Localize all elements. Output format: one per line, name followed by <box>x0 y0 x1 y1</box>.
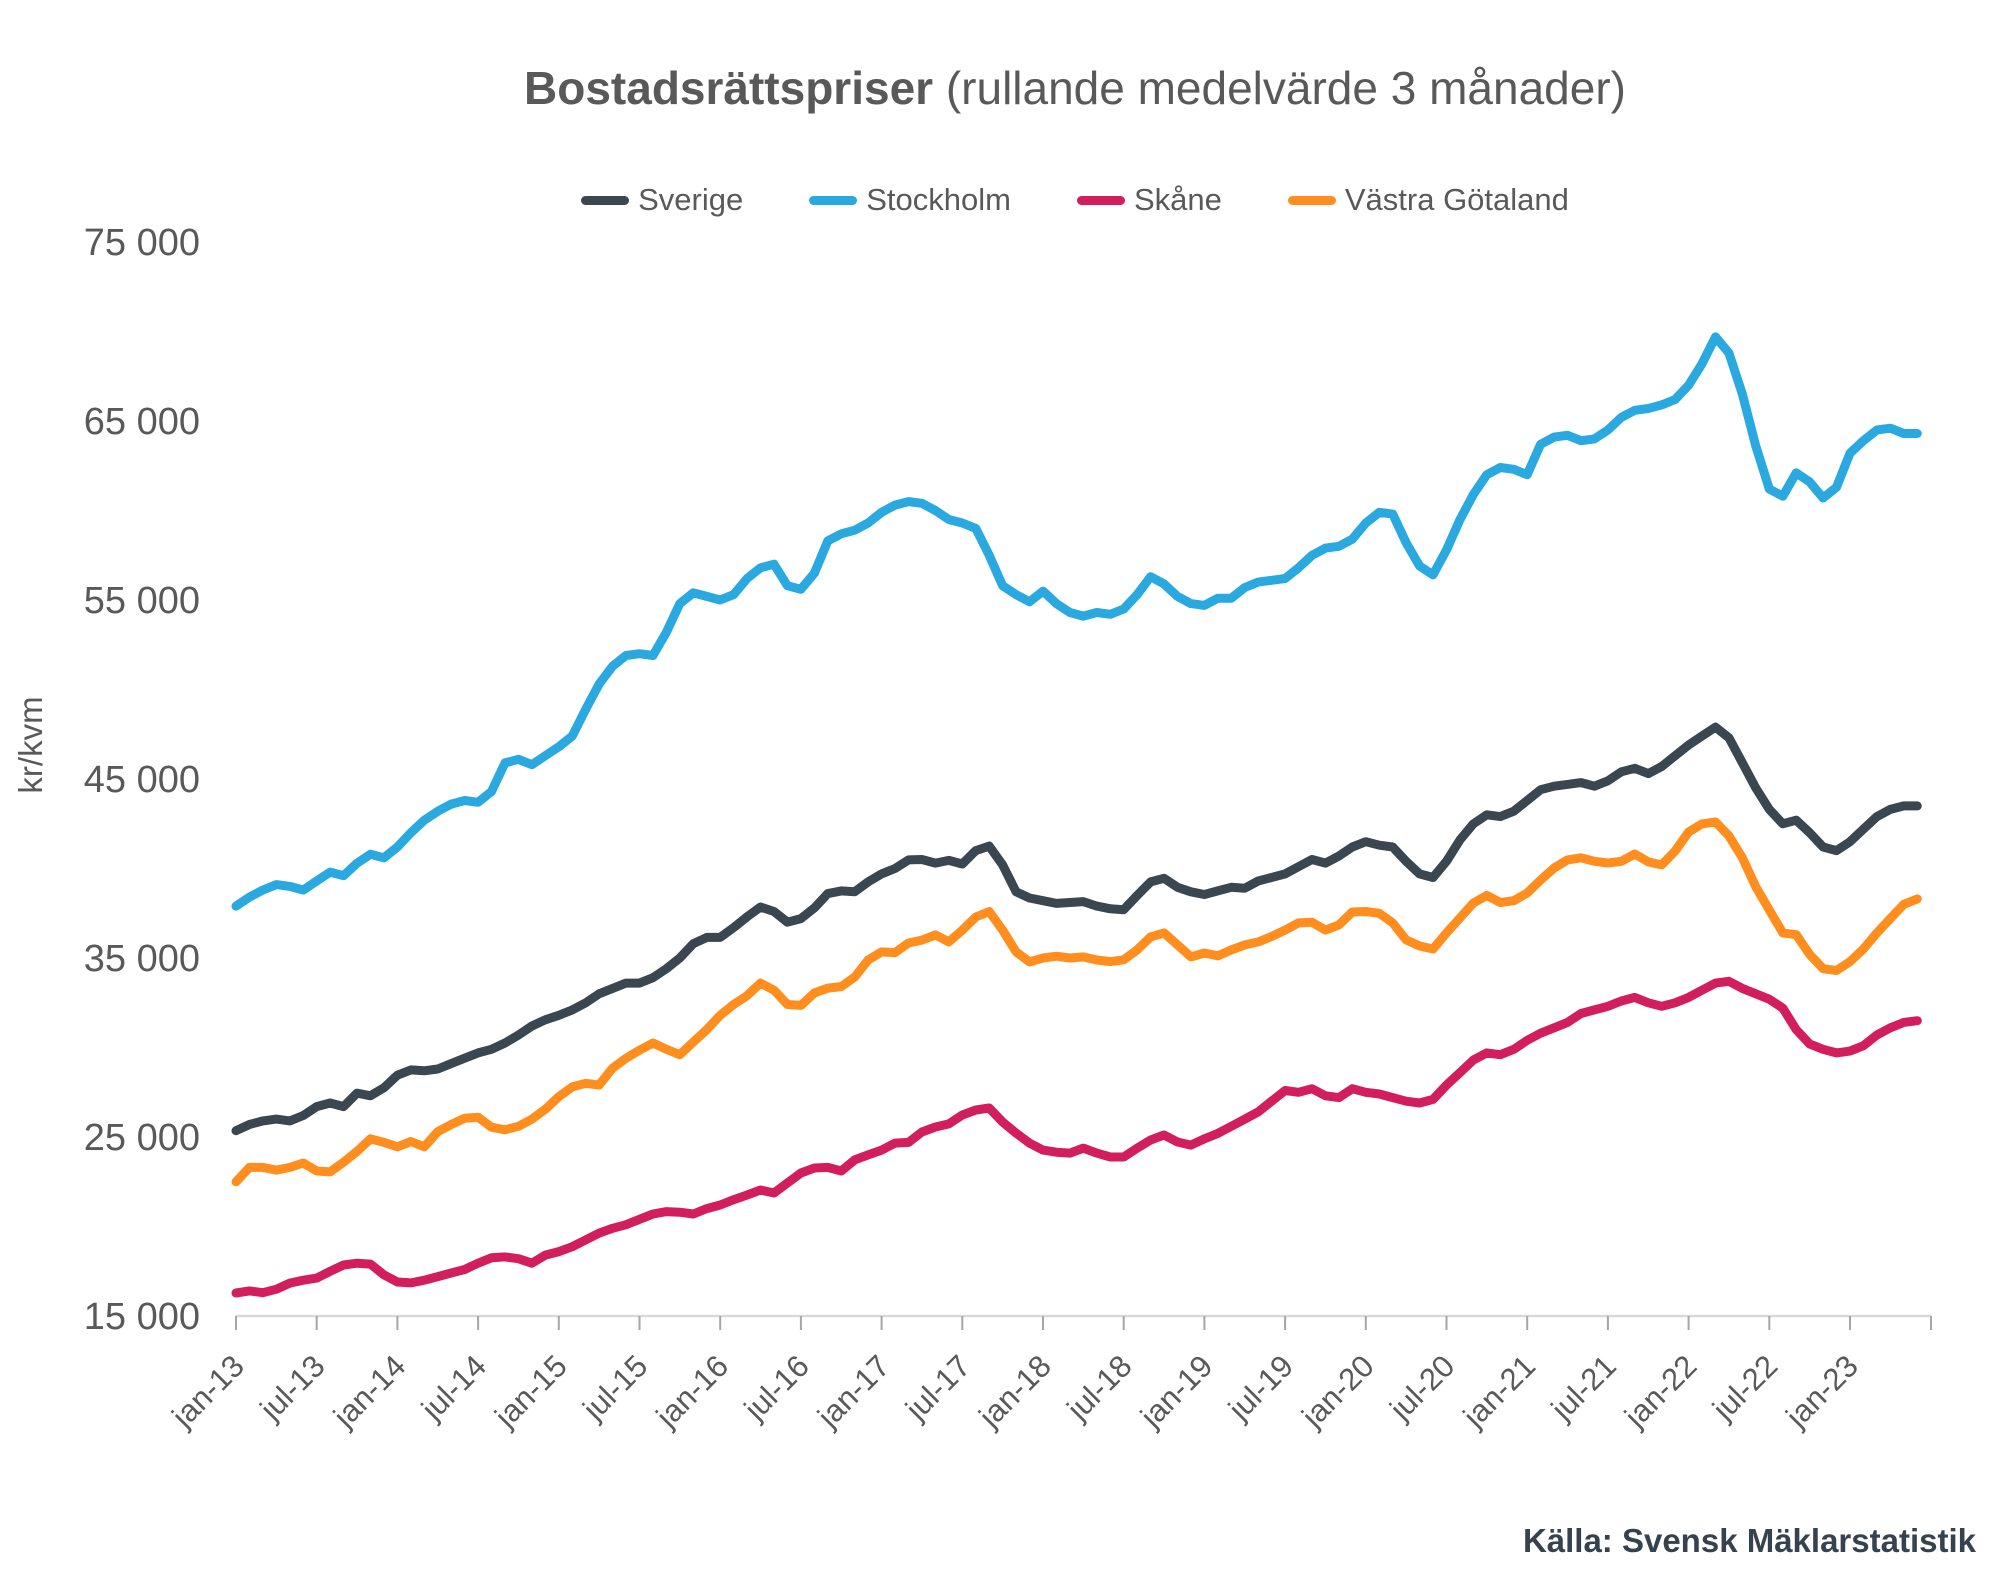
legend-swatch-icon <box>1076 195 1125 205</box>
x-tick-label: jul-22 <box>1705 1348 1784 1427</box>
y-tick-label: 45 000 <box>84 759 200 801</box>
x-tick-label: jul-16 <box>737 1348 816 1427</box>
legend-item-sk-ne: Skåne <box>1076 182 1222 218</box>
y-tick-label: 55 000 <box>84 580 200 622</box>
y-tick-label: 25 000 <box>84 1117 200 1159</box>
y-tick-label: 65 000 <box>84 401 200 443</box>
legend-label: Skåne <box>1133 182 1222 217</box>
legend-label: Sverige <box>638 182 744 217</box>
source-note: Källa: Svensk Mäklarstatistik <box>1522 1522 1976 1559</box>
y-tick-label: 75 000 <box>84 222 200 264</box>
y-tick-label: 15 000 <box>84 1296 200 1338</box>
x-tick-label: jul-13 <box>253 1348 332 1427</box>
legend-label: Västra Götaland <box>1344 182 1569 217</box>
legend-label: Stockholm <box>866 182 1011 217</box>
series-line-stockholm <box>231 332 1922 911</box>
x-tick-label: jul-18 <box>1060 1348 1139 1427</box>
x-tick-label: jul-17 <box>898 1348 977 1427</box>
x-tick-label: jan-15 <box>487 1348 573 1434</box>
legend-item-v-stra-g-taland: Västra Götaland <box>1287 182 1569 218</box>
legend-item-stockholm: Stockholm <box>809 182 1011 218</box>
legend-swatch-icon <box>809 195 858 205</box>
x-tick-label: jul-19 <box>1221 1348 1300 1427</box>
legend-item-sverige: Sverige <box>581 182 743 218</box>
x-tick-label: jan-18 <box>972 1348 1058 1434</box>
series-line-sverige <box>231 722 1922 1136</box>
y-tick-label: 35 000 <box>84 938 200 980</box>
x-tick-label: jan-20 <box>1294 1348 1380 1434</box>
x-tick-label: jan-13 <box>165 1348 251 1434</box>
series-line-v-stra-g-taland <box>231 817 1922 1187</box>
chart-title-bold: Bostadsrättspriser <box>524 62 934 114</box>
x-tick-label: jan-22 <box>1617 1348 1703 1434</box>
chart-title: Bostadsrättspriser (rullande medelvärde … <box>150 62 2000 115</box>
x-tick-label: jan-14 <box>326 1348 412 1434</box>
x-tick-label: jul-15 <box>575 1348 654 1427</box>
series-line-sk-ne <box>231 976 1922 1298</box>
x-tick-label: jan-21 <box>1456 1348 1542 1434</box>
x-tick-label: jan-17 <box>810 1348 896 1434</box>
x-tick-label: jul-14 <box>414 1348 493 1427</box>
y-axis-label: kr/kvm <box>12 696 49 793</box>
chart-legend: Sverige Stockholm Skåne Västra Götaland <box>150 182 2000 218</box>
legend-swatch-icon <box>1287 195 1336 205</box>
legend-swatch-icon <box>581 195 630 205</box>
x-tick-label: jan-19 <box>1133 1348 1219 1434</box>
x-tick-label: jul-20 <box>1382 1348 1461 1427</box>
x-tick-label: jul-21 <box>1544 1348 1623 1427</box>
x-tick-label: jan-23 <box>1779 1348 1865 1434</box>
chart-title-subtitle: (rullande medelvärde 3 månader) <box>933 62 1626 114</box>
x-tick-label: jan-16 <box>649 1348 735 1434</box>
